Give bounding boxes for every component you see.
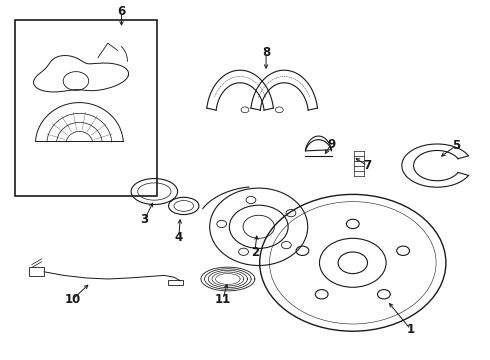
Text: 10: 10 xyxy=(64,293,81,306)
Text: 2: 2 xyxy=(251,246,259,258)
Text: 9: 9 xyxy=(327,138,335,150)
Bar xyxy=(15,20,157,196)
Bar xyxy=(168,280,183,285)
Text: 5: 5 xyxy=(452,139,460,152)
Text: 1: 1 xyxy=(407,323,415,336)
Text: 11: 11 xyxy=(215,293,231,306)
Text: 4: 4 xyxy=(175,231,183,244)
Text: 8: 8 xyxy=(262,46,270,59)
Text: 3: 3 xyxy=(141,213,148,226)
Text: 7: 7 xyxy=(364,159,371,172)
Bar xyxy=(29,267,44,276)
Text: 6: 6 xyxy=(118,5,125,18)
